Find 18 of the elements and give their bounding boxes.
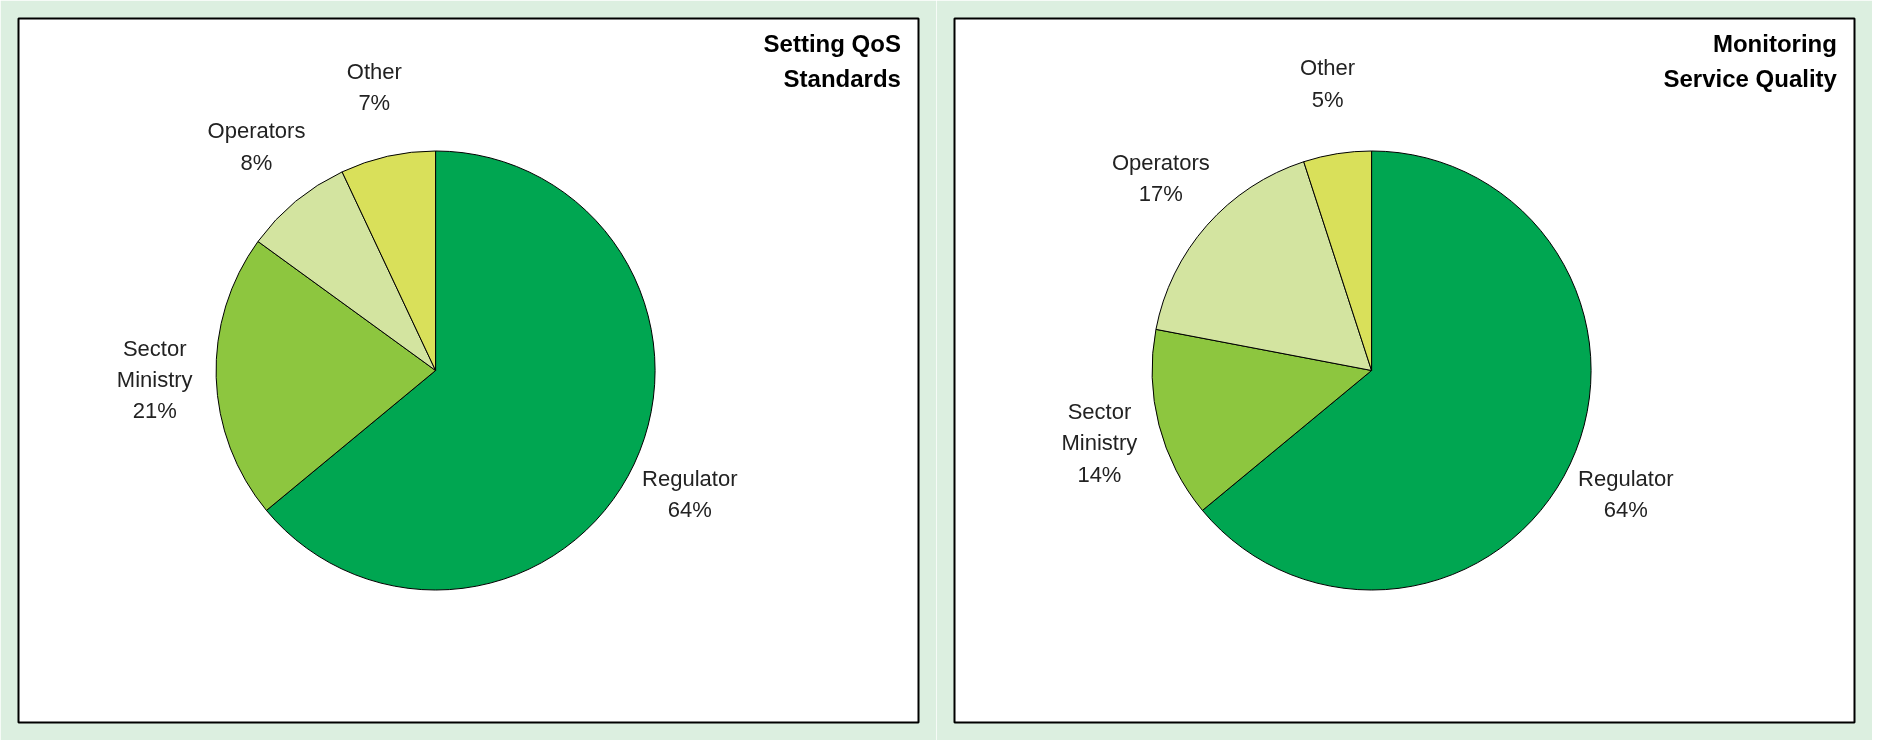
slice-label: Regulator [1578, 466, 1674, 492]
slice-label: Sector Ministry [116, 335, 193, 393]
slice-label: Operators [207, 118, 306, 144]
data-label: 5% [1311, 86, 1344, 112]
slice-label: Sector Ministry [1061, 399, 1138, 456]
slice-label: Other [1300, 55, 1356, 81]
text: Setting QoS Standards [763, 29, 901, 92]
data-label: 7% [358, 89, 391, 115]
slice-label: Regulator [642, 466, 738, 492]
data-label: 64% [667, 497, 712, 523]
data-label: 8% [240, 149, 273, 175]
text: Monitoring Service Quality [1663, 29, 1838, 92]
slice-label: Operators [1111, 150, 1210, 176]
data-label: 64% [1603, 497, 1648, 523]
data-label: 21% [132, 398, 177, 424]
data-label: 17% [1138, 181, 1183, 207]
data-label: 14% [1077, 461, 1122, 487]
slice-label: Other [346, 58, 402, 84]
